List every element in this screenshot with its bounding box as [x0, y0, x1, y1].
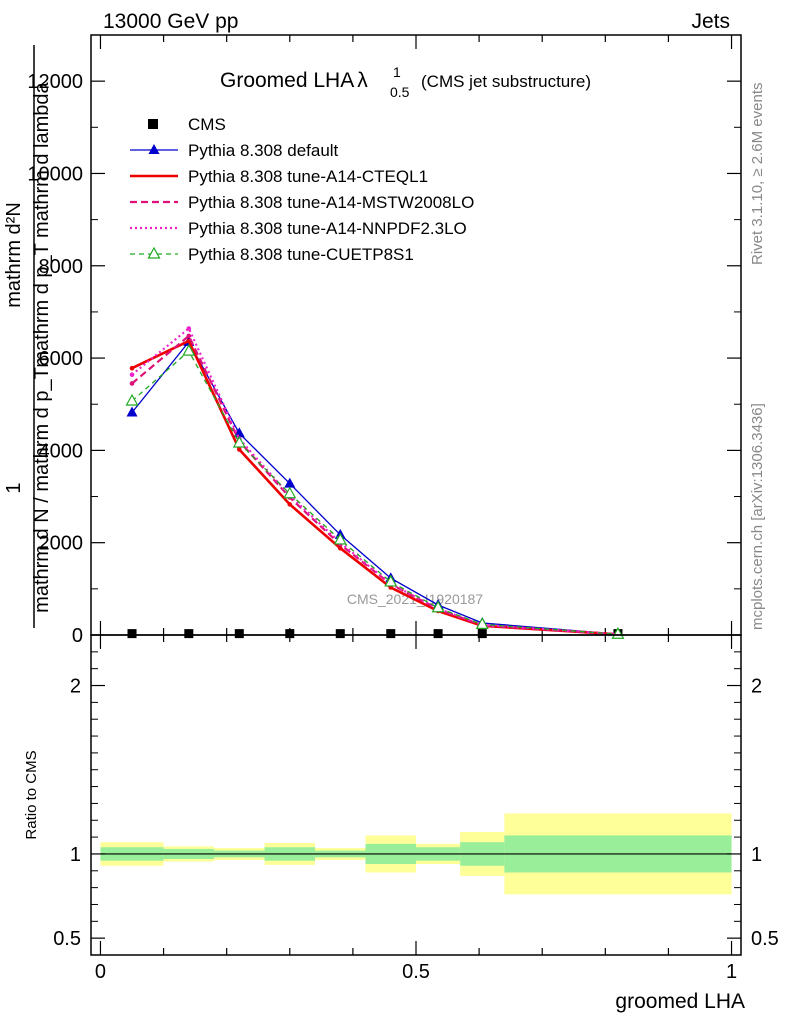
main-ytick-label: 8000 — [39, 256, 84, 278]
main-title-sub: 0.5 — [390, 84, 410, 100]
main-ytick-label: 2000 — [39, 533, 84, 555]
ratio-ytick-label-right: 1 — [751, 844, 762, 866]
ratio-bands — [100, 813, 732, 895]
ylabel-top: mathrm d²N — [3, 202, 25, 308]
ratio-ytick-label-right: 2 — [751, 676, 762, 698]
series-marker — [333, 532, 347, 545]
legend-entry: Pythia 8.308 tune-A14-NNPDF2.3LO — [130, 219, 467, 238]
ratio-ylabel: Ratio to CMS — [23, 750, 40, 839]
legend-marker — [147, 246, 161, 259]
cms-point — [234, 629, 244, 639]
ylabel-bottom: mathrm d p_T mathrm d lambda — [31, 81, 53, 367]
ratio-ytick-label-right: 0.5 — [751, 928, 779, 950]
header-right: Jets — [691, 10, 730, 33]
series-marker — [475, 617, 489, 629]
legend-label: CMS — [188, 115, 226, 134]
main-title-sup: 1 — [393, 64, 401, 80]
legend-label: Pythia 8.308 tune-A14-CTEQL1 — [188, 167, 428, 186]
main-ylabel: mathrm d²N mathrm d p_T mathrm d lambda … — [3, 45, 53, 628]
series-marker — [129, 372, 135, 377]
main-title-text: Groomed LHA — [220, 69, 354, 92]
series-marker — [232, 435, 246, 448]
ratio-ytick-label: 1 — [70, 844, 81, 866]
legend: CMS Pythia 8.308 default Pythia 8.308 tune… — [130, 115, 474, 264]
series-marker — [129, 381, 135, 386]
xlabel: groomed LHA — [615, 990, 745, 1013]
ratio-axis-ticks — [91, 635, 741, 955]
main-ytick-label: 6000 — [39, 348, 84, 370]
series-marker — [287, 502, 293, 507]
cms-point — [335, 629, 345, 639]
main-tick-labels: 0 2000 4000 6000 8000 10000 12000 — [27, 71, 83, 647]
ratio-xtick-label: 0 — [95, 961, 106, 983]
main-ytick-label: 10000 — [27, 163, 83, 185]
legend-label: Pythia 8.308 default — [188, 141, 339, 160]
series-marker — [129, 365, 135, 371]
legend-swatch — [148, 119, 158, 129]
cms-point — [433, 629, 443, 639]
legend-label: Pythia 8.308 tune-CUETP8S1 — [188, 245, 414, 264]
main-panel: 0 2000 4000 6000 8000 10000 12000 — [27, 34, 742, 647]
ratio-panel: 0.5 0.5 1 1 2 2 0 0.5 1 Ratio to CMS groomed LHA — [23, 634, 779, 1013]
main-axis-ticks — [91, 35, 741, 636]
series-marker — [233, 427, 245, 438]
series-marker — [337, 545, 343, 551]
header-left: 13000 GeV pp — [103, 10, 238, 33]
series-marker — [237, 447, 242, 452]
ratio-ytick-label: 0.5 — [53, 928, 81, 950]
cms-point — [285, 629, 295, 639]
series-marker — [384, 574, 398, 587]
series-marker — [186, 326, 192, 331]
series-marker — [125, 393, 139, 406]
cms-point — [386, 629, 396, 639]
main-title-symbol: λ — [357, 69, 368, 92]
ylabel-mid: mathrm d N / mathrm d p_T — [31, 367, 53, 613]
series-marker — [431, 600, 445, 613]
series-marker — [182, 343, 196, 356]
legend-label: Pythia 8.308 tune-A14-NNPDF2.3LO — [188, 219, 467, 238]
main-title-suffix: (CMS jet substructure) — [421, 72, 591, 91]
rivet-label: Rivet 3.1.10, ≥ 2.6M events — [749, 83, 766, 266]
legend-entry: Pythia 8.308 tune-A14-CTEQL1 — [130, 167, 428, 186]
ylabel-prefix: 1 — [3, 482, 25, 493]
ratio-tick-labels: 0.5 0.5 1 1 2 2 0 0.5 1 — [53, 676, 779, 983]
series-line — [131, 350, 618, 635]
main-ytick-label: 0 — [72, 625, 83, 647]
legend-entry: Pythia 8.308 tune-CUETP8S1 — [130, 245, 414, 264]
cms-point — [127, 629, 137, 639]
series-marker — [283, 486, 297, 499]
ratio-frame — [90, 634, 742, 956]
series-marker — [284, 477, 296, 488]
main-ytick-label: 12000 — [27, 71, 83, 93]
cms-point — [477, 629, 487, 639]
legend-label: Pythia 8.308 tune-A14-MSTW2008LO — [188, 193, 474, 212]
legend-entry: CMS — [148, 115, 226, 134]
ratio-ytick-label: 2 — [70, 676, 81, 698]
legend-entry: Pythia 8.308 tune-A14-MSTW2008LO — [130, 193, 474, 212]
series-marker — [186, 333, 192, 339]
cms-point — [184, 629, 194, 639]
series-marker — [126, 406, 138, 417]
legend-entry: Pythia 8.308 default — [130, 141, 339, 160]
mcplots-label: mcplots.cern.ch [arXiv:1306.3436] — [749, 403, 766, 630]
ratio-xtick-label: 0.5 — [402, 961, 430, 983]
legend-marker — [148, 144, 160, 154]
main-ytick-label: 4000 — [39, 440, 84, 462]
main-title: Groomed LHA λ 1 0.5 (CMS jet substructure… — [220, 64, 591, 100]
ratio-xtick-label: 1 — [726, 961, 737, 983]
